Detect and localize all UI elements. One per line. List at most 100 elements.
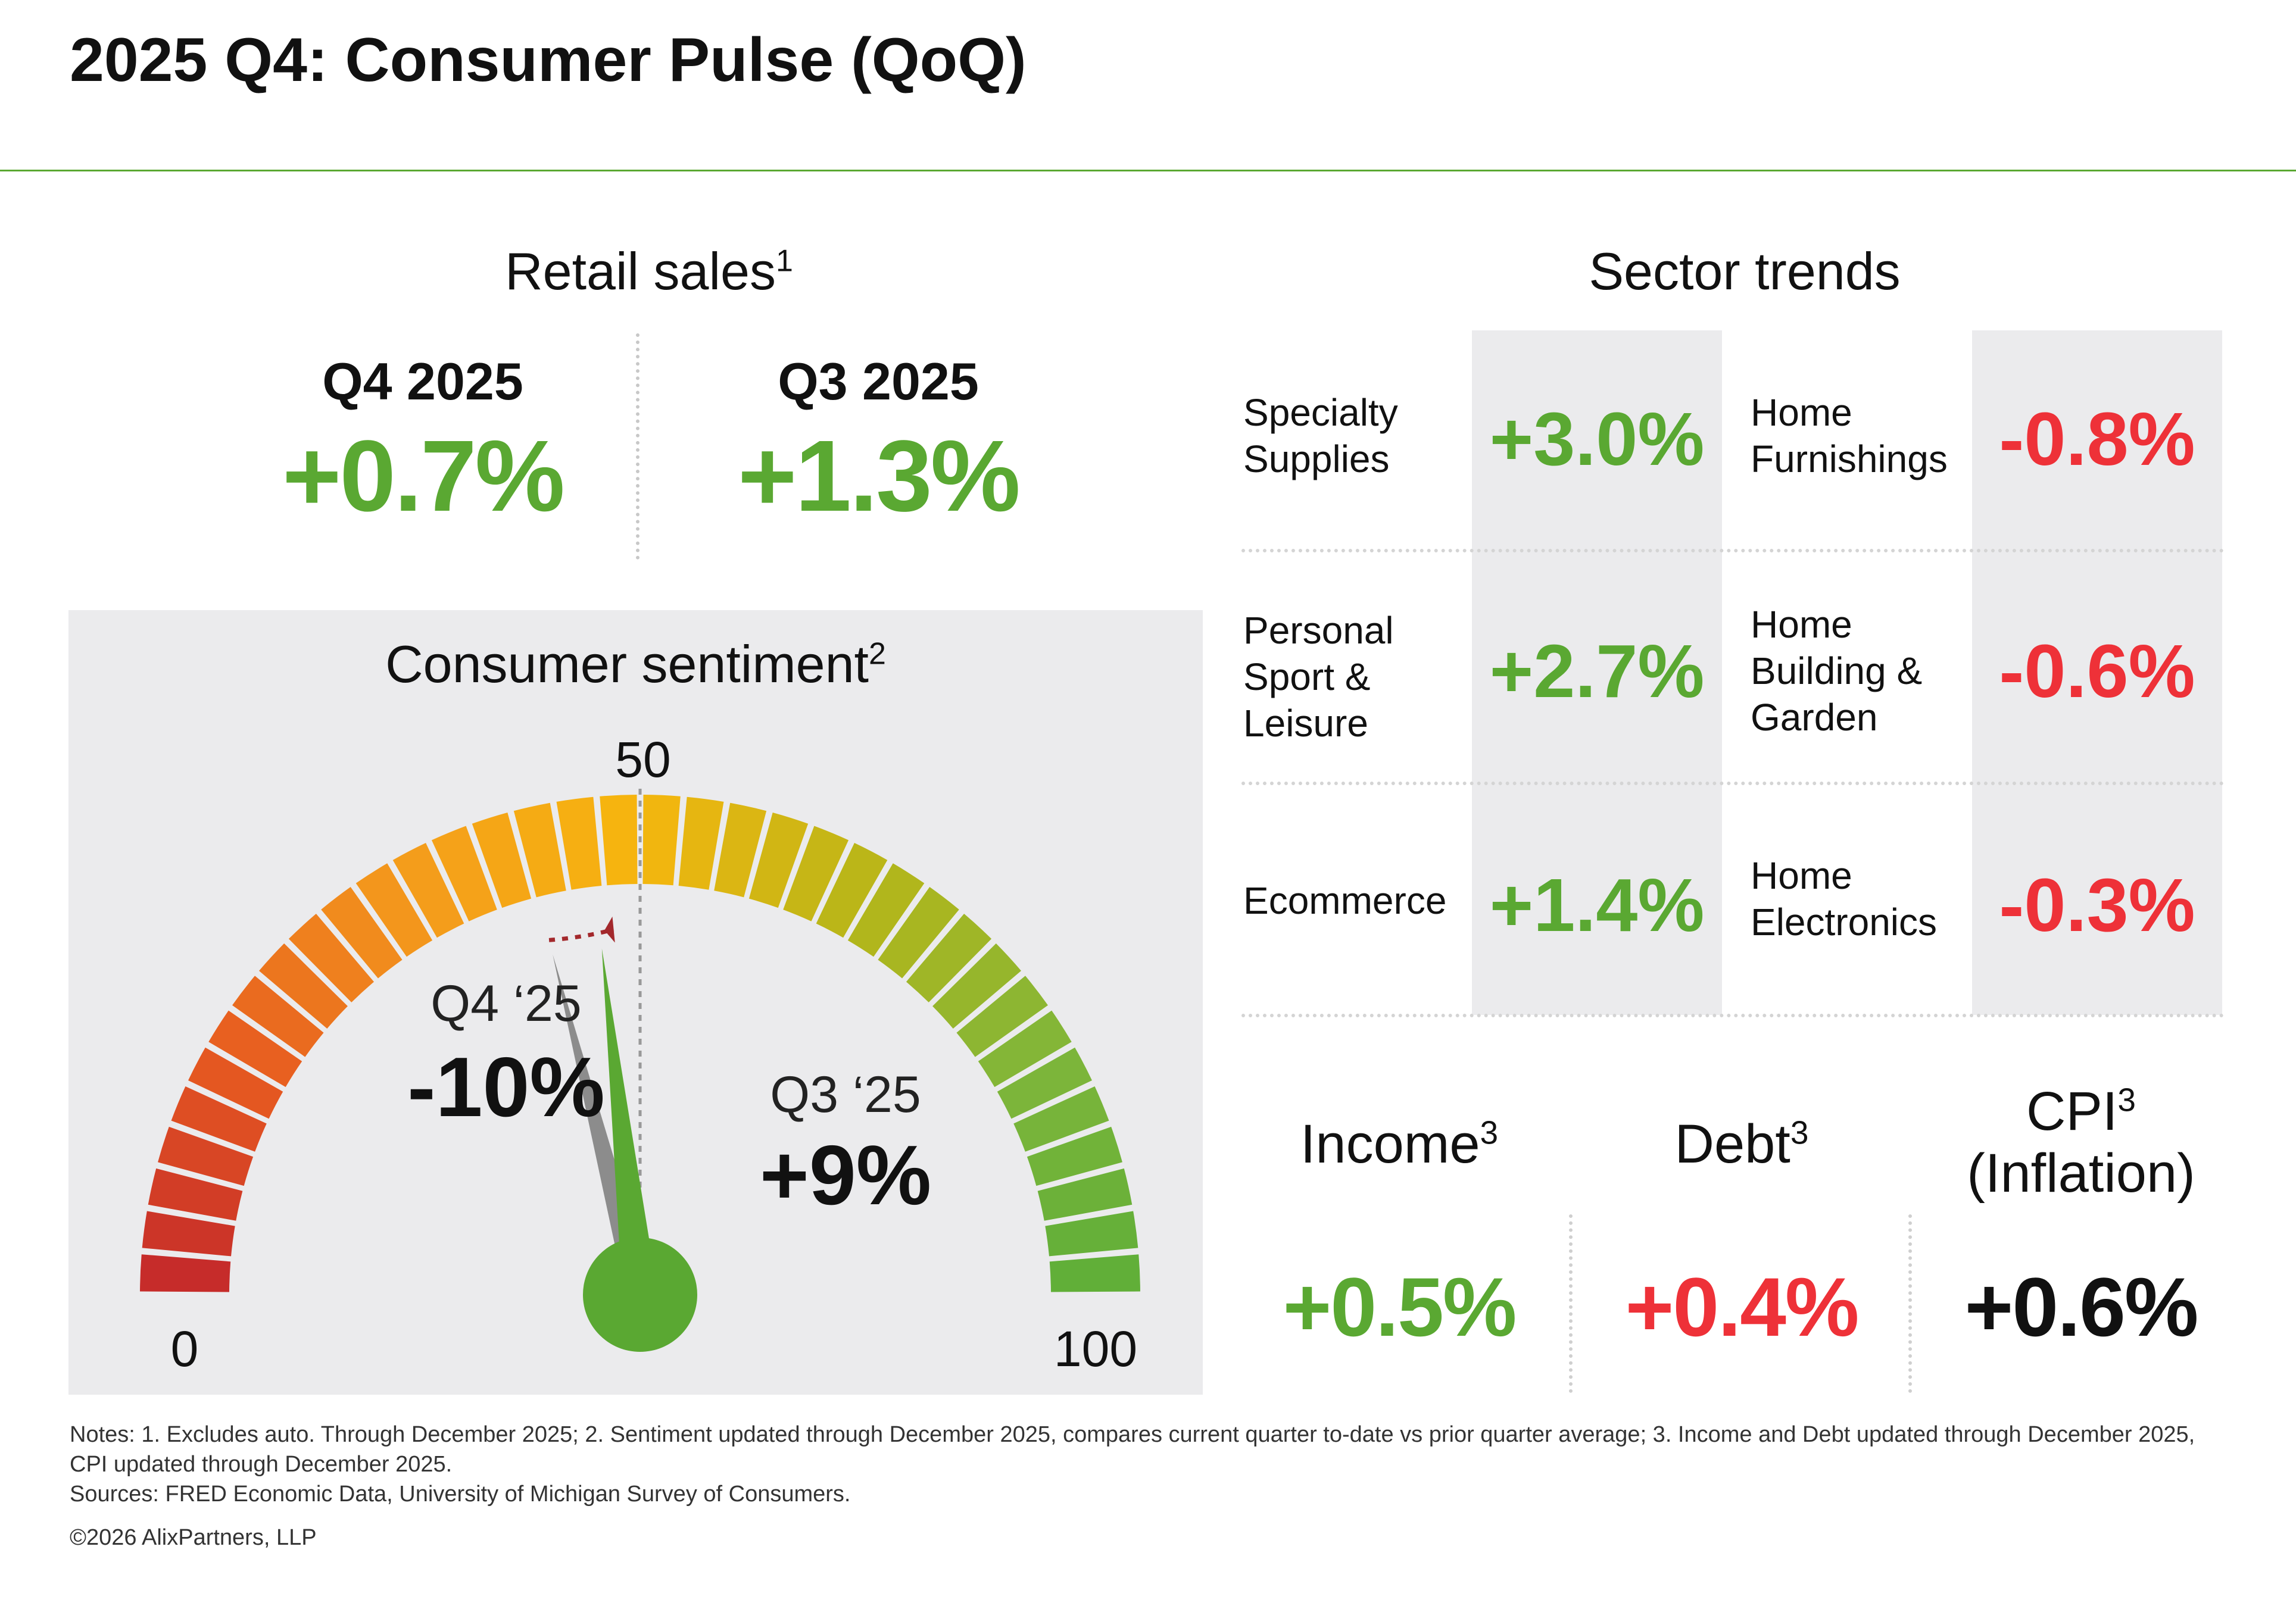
change-arrow-head [604, 916, 615, 943]
income-value: +0.5% [1283, 1260, 1517, 1354]
retail-q4-period: Q4 2025 [322, 352, 523, 411]
sector-value: -0.3% [1999, 863, 2195, 947]
retail-q4-block: Q4 2025 +0.7% [196, 351, 649, 535]
gauge-segment [392, 843, 464, 938]
income-footnote-mark: 3 [1480, 1114, 1499, 1151]
gauge-segment [956, 976, 1048, 1057]
page-title: 2025 Q4: Consumer Pulse (QoQ) [70, 26, 1027, 95]
sector-name: Ecommerce [1243, 879, 1447, 922]
sentiment-q4-label: Q4 ‘25 [430, 975, 581, 1032]
gauge-tick-50: 50 [615, 732, 670, 788]
debt-value: +0.4% [1625, 1260, 1860, 1354]
cpi-title-text: CPI [2026, 1081, 2118, 1142]
gauge-segment [642, 795, 681, 886]
notes-text: Notes: 1. Excludes auto. Through Decembe… [70, 1422, 2195, 1477]
retail-sales-title-text: Retail sales [505, 242, 776, 301]
debt-footnote-mark: 3 [1790, 1114, 1809, 1151]
gauge-segments [140, 795, 1140, 1292]
copyright-text: ©2026 AlixPartners, LLP [70, 1525, 317, 1550]
sector-name: Home Furnishings [1751, 391, 1948, 480]
sentiment-title: Consumer sentiment2 [68, 634, 1203, 695]
gauge-segment [355, 863, 433, 957]
retail-q3-value: +1.3% [738, 420, 1021, 533]
gauge-tick-100: 100 [1054, 1321, 1137, 1377]
sentiment-q4-value: -10% [407, 1040, 605, 1135]
gauge-segment [158, 1126, 254, 1186]
sources-text: Sources: FRED Economic Data, University … [70, 1482, 851, 1507]
gauge-segment [188, 1047, 283, 1119]
gauge-segment [978, 1010, 1072, 1088]
retail-sales-footnote-mark: 1 [775, 243, 793, 279]
sector-separator [1241, 1014, 2224, 1017]
gauge-tick-0: 0 [171, 1321, 199, 1377]
sector-shade-right [1972, 330, 2222, 1015]
gauge-segment [171, 1086, 267, 1152]
sector-shade-left [1472, 330, 1722, 1015]
gauge-segment [140, 1254, 231, 1292]
sentiment-q3-value: +9% [760, 1128, 931, 1223]
retail-q3-period: Q3 2025 [778, 352, 979, 411]
gauge-segment [208, 1010, 302, 1088]
sentiment-title-text: Consumer sentiment [385, 635, 869, 693]
retail-sales-title: Retail sales1 [65, 241, 1233, 302]
gauge-segment [556, 796, 602, 890]
gauge-segment [431, 826, 497, 921]
cpi-value: +0.6% [1964, 1260, 2199, 1354]
gauge-segment [142, 1211, 235, 1257]
sector-separator [1241, 782, 2224, 785]
sector-name: Home Electronics [1751, 854, 1937, 943]
gauge-segment [714, 802, 767, 898]
gauge-segment [1013, 1086, 1109, 1152]
gauge-segment [513, 802, 566, 898]
sector-value: +1.4% [1489, 863, 1705, 947]
gauge-segment [678, 796, 724, 890]
retail-q4-value: +0.7% [282, 420, 565, 533]
macro-divider [1569, 1214, 1573, 1393]
cpi-title-sub: (Inflation) [1967, 1143, 2195, 1204]
income-title-text: Income [1300, 1114, 1480, 1174]
sentiment-footnote-mark: 2 [868, 636, 886, 671]
title-rule [0, 170, 2296, 171]
gauge-segment [997, 1047, 1092, 1119]
gauge-segment [1049, 1254, 1140, 1292]
gauge-segment [600, 795, 638, 886]
gauge-segment [847, 863, 925, 957]
gauge-segment [1045, 1211, 1138, 1257]
gauge-segment [783, 826, 849, 921]
gauge-segment [259, 943, 348, 1029]
sentiment-gauge: 0 50 100 Q4 ‘25 -10% Q3 ‘25 +9% [140, 732, 1140, 1377]
macro-divider [1908, 1214, 1912, 1393]
retail-q3-block: Q3 2025 +1.3% [652, 351, 1105, 535]
retail-divider [636, 333, 639, 560]
gauge-segment [1037, 1168, 1133, 1221]
needle-hub [583, 1238, 697, 1352]
gauge-segment [906, 914, 992, 1002]
sector-separator [1241, 549, 2224, 552]
debt-title-text: Debt [1674, 1114, 1790, 1174]
sector-value: +3.0% [1489, 397, 1705, 481]
cpi-footnote-mark: 3 [2117, 1081, 2136, 1119]
sector-value: -0.6% [1999, 629, 2195, 713]
change-arrow-arc [548, 927, 614, 942]
sector-value: -0.8% [1999, 397, 2195, 481]
sector-value: +2.7% [1489, 629, 1705, 713]
gauge-segment [932, 943, 1021, 1029]
gauge-segment [878, 887, 959, 979]
gauge-segment [1027, 1126, 1122, 1186]
income-title: Income3 [1233, 1113, 1566, 1175]
gauge-segment [748, 813, 809, 908]
gauge-segment [321, 887, 403, 979]
sector-name: Personal Sport & Leisure [1243, 609, 1394, 745]
debt-title: Debt3 [1575, 1113, 1908, 1175]
gauge-segment [232, 976, 324, 1057]
needle-q4 [601, 948, 658, 1297]
sentiment-q3-label: Q3 ‘25 [770, 1066, 921, 1123]
sector-name: Home Building & Garden [1751, 603, 1923, 739]
gauge-segment [148, 1168, 243, 1221]
sector-trends-title: Sector trends [1589, 242, 1901, 301]
gauge-segment [816, 843, 888, 938]
cpi-title: CPI3 (Inflation) [1914, 1080, 2248, 1204]
sector-name: Specialty Supplies [1243, 391, 1398, 480]
gauge-segment [472, 813, 532, 908]
gauge-segment [288, 914, 375, 1002]
